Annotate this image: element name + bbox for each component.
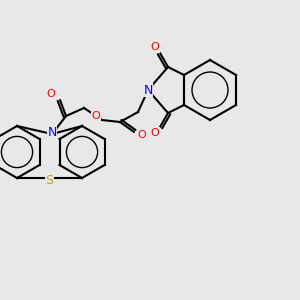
Text: O: O — [92, 111, 100, 121]
Text: O: O — [151, 42, 159, 52]
Text: S: S — [46, 175, 53, 188]
Text: O: O — [138, 130, 146, 140]
Text: N: N — [143, 83, 153, 97]
Text: O: O — [151, 128, 159, 138]
Text: O: O — [46, 89, 56, 99]
Text: N: N — [47, 125, 57, 139]
